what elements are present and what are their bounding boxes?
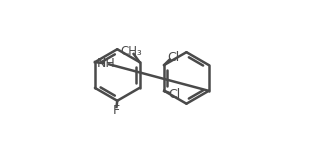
- Text: F: F: [113, 104, 120, 117]
- Text: Cl: Cl: [168, 51, 180, 64]
- Text: Cl: Cl: [168, 88, 180, 101]
- Text: NH: NH: [97, 57, 115, 70]
- Text: CH₃: CH₃: [121, 45, 142, 58]
